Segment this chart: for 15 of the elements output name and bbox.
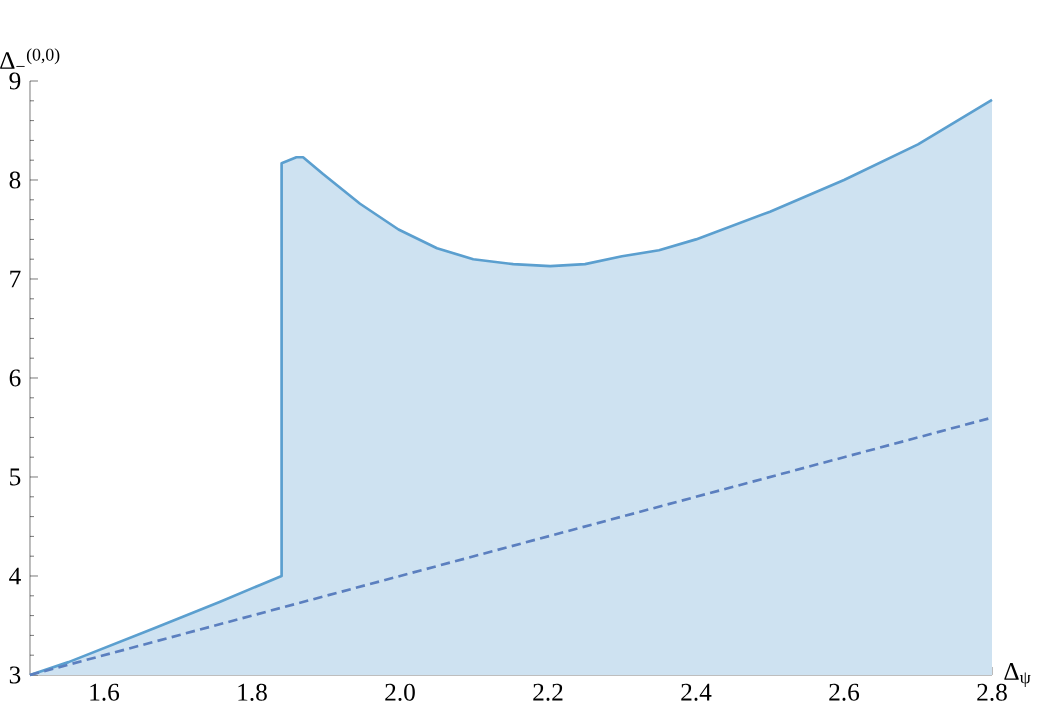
x-tick-label: 2.6 (829, 683, 860, 701)
y-axis-title: Δ$_{−}$(0,0) (0, 48, 60, 69)
y-tick-label: 3 (9, 666, 21, 684)
y-tick-label: 6 (9, 369, 21, 387)
x-tick-label: 1.6 (90, 683, 120, 701)
y-tick-label: 7 (10, 270, 21, 288)
x-tick-label: 1.8 (238, 683, 267, 701)
y-tick-label: 5 (10, 468, 21, 486)
x-tick-label: 2.0 (385, 683, 415, 701)
y-tick-label: 9 (9, 72, 21, 90)
x-tick-label: 2.8 (977, 683, 1007, 701)
y-tick-label: 4 (9, 567, 21, 585)
y-tick-label: 8 (9, 171, 21, 189)
x-tick-label: 2.2 (533, 683, 563, 701)
x-tick-label: 2.4 (681, 683, 712, 701)
